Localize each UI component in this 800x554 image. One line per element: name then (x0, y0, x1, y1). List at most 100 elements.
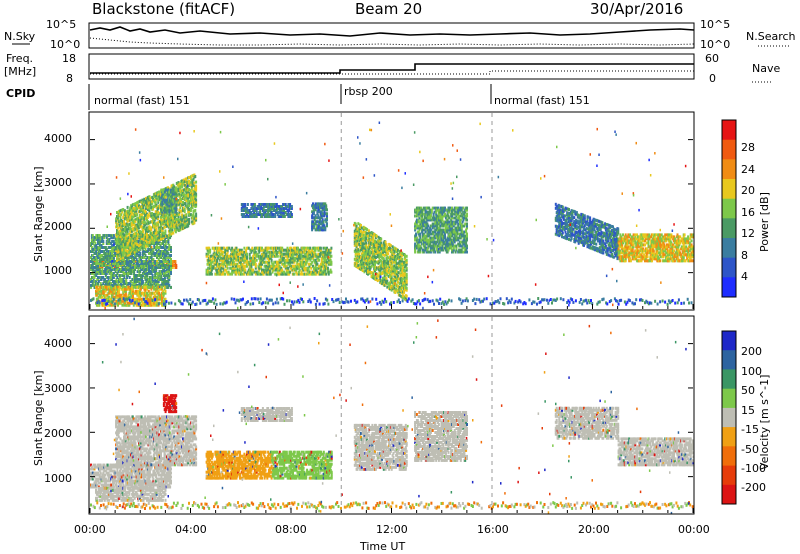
scatter-cell (158, 226, 161, 230)
scatter-cell (192, 177, 195, 181)
scatter-cell (126, 253, 129, 257)
scatter-cell (294, 252, 297, 256)
scatter-cell (141, 282, 144, 285)
scatter-cell (355, 225, 358, 228)
scatter-cell (325, 254, 328, 258)
scatter-cell (309, 246, 312, 250)
scatter-cell (361, 253, 364, 257)
scatter-cell (205, 270, 208, 274)
scatter-cell (211, 266, 214, 270)
scatter-cell (319, 248, 322, 252)
scatter-cell (284, 266, 287, 270)
scatter-cell (145, 262, 148, 265)
scatter-cell (322, 228, 325, 232)
scatter-cell (216, 270, 219, 274)
scatter-cell (135, 209, 138, 213)
scatter-cell (308, 264, 311, 268)
scatter-cell (98, 289, 101, 293)
scatter-cell (130, 246, 133, 249)
scatter-cell (132, 268, 135, 271)
scatter-cell (161, 295, 164, 299)
scatter-cell (152, 258, 155, 261)
scatter-cell (172, 213, 175, 217)
scatter-cell (289, 264, 292, 268)
scatter-cell (139, 297, 141, 301)
scatter-cell (99, 282, 102, 285)
scatter-cell (157, 222, 160, 226)
scatter-cell (111, 240, 114, 243)
scatter-cell (325, 204, 328, 208)
scatter-cell (107, 250, 110, 253)
scatter-cell (322, 226, 325, 230)
scatter-cell (109, 266, 112, 269)
scatter-cell (156, 250, 158, 253)
scatter-cell (360, 226, 363, 230)
scatter-cell (154, 236, 157, 240)
scatter-cell (137, 224, 140, 228)
scatter-cell (224, 248, 227, 252)
scatter-cell (253, 205, 256, 208)
scatter-cell (314, 264, 317, 268)
scatter-cell (149, 285, 152, 289)
scatter-cell (117, 301, 120, 305)
scatter-cell (148, 209, 151, 213)
scatter-cell (167, 262, 170, 265)
scatter-cell (132, 293, 134, 297)
scatter-cell (157, 283, 160, 287)
scatter-cell (96, 260, 99, 263)
scatter-cell (112, 236, 115, 240)
scatter-cell (151, 213, 154, 217)
scatter-cell (91, 283, 94, 287)
scatter-cell (306, 252, 309, 256)
scatter-cell (274, 215, 277, 218)
scatter-cell (122, 253, 125, 257)
scatter-cell (275, 205, 278, 208)
scatter-cell (192, 191, 195, 195)
scatter-cell (136, 252, 139, 255)
scatter-cell (166, 212, 169, 216)
scatter-cell (272, 213, 275, 216)
scatter-cell (289, 262, 292, 266)
scatter-cell (269, 256, 272, 260)
scatter-cell (247, 246, 250, 250)
scatter-cell (243, 272, 246, 276)
scatter-cell (157, 248, 160, 251)
scatter-cell (161, 301, 163, 305)
scatter-cell (116, 226, 119, 230)
scatter-cell (164, 231, 167, 235)
scatter-cell (246, 252, 248, 256)
scatter-cell (321, 218, 324, 222)
scatter-cell (117, 268, 120, 271)
scatter-cell (143, 245, 146, 249)
scatter-cell (118, 223, 121, 227)
scatter-cell (102, 287, 105, 291)
scatter-cell (97, 282, 99, 285)
scatter-cell (210, 254, 213, 258)
scatter-cell (129, 242, 132, 246)
scatter-cell (127, 217, 130, 221)
scatter-cell (152, 250, 155, 253)
scatter-cell (102, 291, 105, 295)
scatter-cell (129, 212, 132, 216)
scatter-cell (114, 285, 117, 289)
scatter-cell (97, 270, 99, 273)
scatter-cell (158, 238, 161, 242)
scatter-cell (220, 270, 223, 274)
scatter-cell (166, 246, 169, 249)
scatter-cell (364, 252, 367, 256)
scatter-cell (97, 278, 99, 281)
scatter-cell (134, 220, 137, 223)
scatter-cell (327, 272, 330, 276)
scatter-cell (175, 192, 178, 196)
scatter-cell (148, 235, 151, 239)
scatter-cell (195, 194, 198, 198)
scatter-cell (208, 246, 211, 250)
scatter-cell (104, 283, 107, 287)
scatter-cell (102, 240, 105, 243)
scatter-cell (121, 266, 124, 269)
scatter-cell (322, 256, 325, 260)
scatter-cell (298, 248, 301, 252)
scatter-cell (91, 260, 94, 263)
scatter-cell (216, 252, 219, 256)
scatter-cell (209, 256, 212, 260)
